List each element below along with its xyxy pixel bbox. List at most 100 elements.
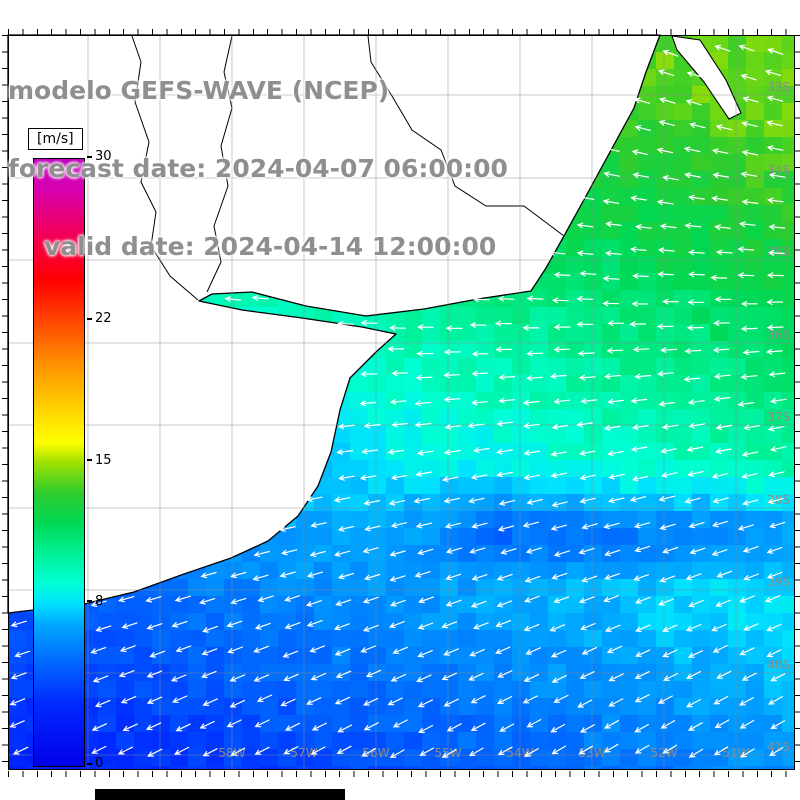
wind-arrow [712, 172, 730, 179]
wind-arrow [603, 171, 620, 177]
wind-arrow [634, 545, 651, 553]
wind-arrow [472, 447, 490, 453]
wind-arrow [548, 249, 566, 256]
wind-arrow [740, 748, 755, 758]
wind-arrow [550, 472, 568, 479]
wind-arrow [471, 574, 488, 581]
wind-arrow [309, 550, 326, 557]
wind-arrow [334, 696, 351, 705]
wind-arrow [230, 571, 247, 579]
wind-arrow [283, 746, 299, 755]
wind-arrow [551, 501, 568, 508]
wind-arrow [499, 723, 515, 732]
wind-arrow [119, 645, 136, 653]
wind-arrow [660, 448, 677, 454]
wind-arrow [737, 272, 755, 279]
wind-arrow [604, 373, 621, 380]
wind-arrow [737, 524, 754, 531]
wind-arrow [389, 599, 406, 607]
wind-arrow [553, 271, 571, 278]
wind-arrow [766, 571, 783, 579]
wind-arrow [252, 574, 269, 581]
wind-arrow [279, 526, 296, 532]
wind-arrow [306, 620, 323, 627]
wind-arrow [662, 624, 678, 632]
wind-arrow [603, 146, 620, 152]
wind-arrow [470, 474, 488, 480]
bottom-black-bar [95, 789, 345, 800]
wind-arrow [687, 299, 705, 306]
wind-arrow [551, 745, 567, 755]
wind-arrow [766, 623, 782, 632]
wind-arrow [310, 746, 326, 755]
wind-arrow [662, 649, 678, 658]
wind-arrow [389, 398, 407, 405]
wind-arrow [657, 695, 673, 704]
wind-arrow [711, 473, 729, 479]
wind-arrow [145, 596, 162, 603]
wind-arrow [363, 697, 379, 706]
valid-date-line: valid date: 2024-04-14 12:00:00 [44, 232, 497, 261]
wind-arrow [766, 299, 784, 306]
wind-arrow [743, 623, 759, 631]
wind-arrow [417, 622, 434, 630]
wind-arrow [279, 571, 296, 578]
wind-arrow [715, 124, 733, 131]
wind-arrow [388, 621, 405, 629]
wind-arrow [688, 194, 705, 201]
wind-arrow [603, 425, 621, 431]
wind-arrow [496, 573, 513, 581]
wind-arrow [224, 296, 242, 302]
wind-arrow [580, 622, 596, 631]
wind-arrow [441, 672, 457, 681]
wind-arrow [688, 748, 704, 758]
wind-arrow [714, 448, 732, 454]
wind-arrow [630, 446, 648, 452]
wind-arrow [766, 547, 783, 554]
wind-arrow [117, 746, 133, 755]
wind-arrow [305, 600, 322, 607]
wind-arrow [576, 321, 594, 328]
wind-arrow [443, 648, 459, 656]
wind-arrow [121, 622, 138, 629]
colorbar-tick-label: 30 [87, 149, 112, 164]
wind-arrow [468, 747, 484, 757]
wind-arrow [688, 599, 704, 608]
wind-arrow [766, 95, 784, 102]
wind-arrow [739, 595, 755, 603]
wind-arrow [416, 449, 434, 456]
wind-arrow [683, 376, 701, 383]
wind-arrow [604, 573, 621, 580]
wind-arrow [743, 573, 759, 581]
wind-arrow [201, 670, 217, 679]
wind-arrow [388, 499, 406, 506]
wind-arrow [687, 722, 703, 731]
wind-arrow [360, 645, 376, 653]
wind-arrow [550, 649, 567, 658]
wind-arrow [550, 723, 566, 733]
wind-arrow [579, 450, 596, 456]
wind-arrow [687, 470, 704, 477]
wind-arrow [311, 722, 327, 731]
wind-arrow [768, 471, 785, 478]
wind-arrow [305, 496, 323, 502]
wind-arrow [467, 422, 485, 429]
wind-arrow [660, 347, 677, 353]
wind-arrow [553, 596, 570, 604]
wind-arrow [577, 194, 595, 201]
wind-arrow [742, 96, 759, 103]
wind-arrow [524, 575, 541, 583]
wind-arrow [711, 549, 728, 556]
wind-arrow [523, 674, 539, 682]
wind-arrow [443, 497, 461, 504]
wind-arrow [443, 349, 461, 355]
lon-label: 55W [434, 746, 461, 760]
wind-arrow [174, 746, 190, 755]
wind-arrow [715, 249, 733, 256]
wind-arrow [494, 320, 512, 327]
wind-arrow [470, 600, 487, 608]
wind-arrow [443, 372, 461, 379]
wind-arrow [12, 746, 29, 755]
wind-arrow [550, 524, 567, 531]
wind-arrow [174, 595, 191, 602]
